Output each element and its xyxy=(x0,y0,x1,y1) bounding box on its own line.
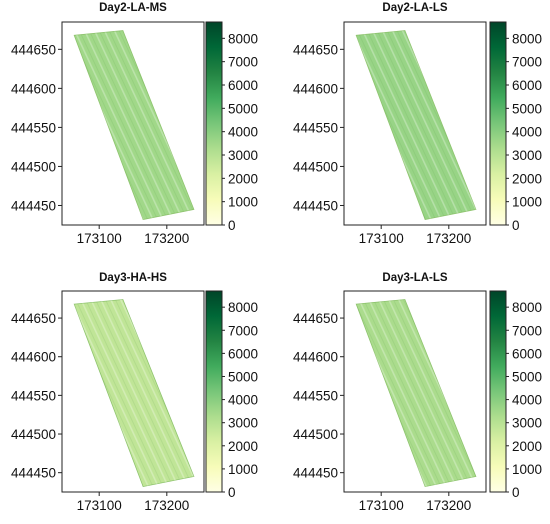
y-tick-label: 444500 xyxy=(293,159,338,174)
y-tick-label: 444550 xyxy=(11,120,56,135)
colorbar-tick-label: 4000 xyxy=(512,125,542,140)
y-tick-label: 444450 xyxy=(11,466,56,481)
colorbar-tick-label: 0 xyxy=(228,485,236,500)
x-tick-label: 173100 xyxy=(359,231,404,246)
colorbar-tick-label: 7000 xyxy=(512,323,542,338)
x-tick-label: 173100 xyxy=(77,231,122,246)
colorbar-tick-label: 3000 xyxy=(228,148,258,163)
colorbar-tick-label: 1000 xyxy=(228,195,258,210)
colorbar-tick-label: 3000 xyxy=(512,416,542,431)
y-tick-label: 444650 xyxy=(11,42,56,57)
colorbar-tick-label: 0 xyxy=(512,485,520,500)
y-tick-label: 444650 xyxy=(293,42,338,57)
colorbar-tick-label: 2000 xyxy=(512,439,542,454)
colorbar-tick-label: 3000 xyxy=(228,416,258,431)
x-tick-label: 173200 xyxy=(144,231,189,246)
x-tick-label: 173200 xyxy=(426,231,471,246)
field-texture xyxy=(74,30,194,220)
colorbar-tick-label: 2000 xyxy=(228,171,258,186)
colorbar-tick-label: 6000 xyxy=(228,78,258,93)
colorbar xyxy=(489,21,507,226)
colorbar-tick-label: 8000 xyxy=(512,31,542,46)
colorbar-tick-label: 0 xyxy=(228,218,236,233)
y-tick-label: 444600 xyxy=(11,350,56,365)
map-panel: Day3-HA-HS 444650 444600 444550 444500 444450… xyxy=(11,272,258,513)
field-texture xyxy=(74,299,194,487)
y-tick-label: 444600 xyxy=(293,350,338,365)
colorbar-tick-label: 6000 xyxy=(512,78,542,93)
y-tick-label: 444550 xyxy=(11,388,56,403)
colorbar-tick-label: 8000 xyxy=(228,31,258,46)
x-tick-label: 173200 xyxy=(144,498,189,513)
colorbar-tick-label: 7000 xyxy=(512,55,542,70)
field-texture xyxy=(356,299,476,487)
colorbar-tick-label: 8000 xyxy=(228,300,258,315)
colorbar-tick-label: 3000 xyxy=(512,148,542,163)
y-tick-label: 444600 xyxy=(11,81,56,96)
colorbar-tick-label: 5000 xyxy=(228,101,258,116)
colorbar-tick-label: 5000 xyxy=(228,369,258,384)
field-texture xyxy=(356,30,476,220)
colorbar-tick-label: 5000 xyxy=(512,101,542,116)
x-tick-label: 173100 xyxy=(359,498,404,513)
colorbar xyxy=(205,290,223,493)
colorbar-tick-label: 7000 xyxy=(228,323,258,338)
panel-title: Day2-LA-LS xyxy=(382,2,448,14)
colorbar-tick-label: 2000 xyxy=(228,439,258,454)
colorbar-tick-label: 4000 xyxy=(228,125,258,140)
y-tick-label: 444650 xyxy=(293,311,338,326)
colorbar-tick-label: 8000 xyxy=(512,300,542,315)
colorbar xyxy=(205,21,223,226)
panel-title: Day3-LA-LS xyxy=(382,272,448,284)
colorbar-tick-label: 7000 xyxy=(228,55,258,70)
x-tick-label: 173200 xyxy=(426,498,471,513)
colorbar-tick-label: 0 xyxy=(512,218,520,233)
colorbar-tick-label: 4000 xyxy=(512,393,542,408)
y-tick-label: 444500 xyxy=(11,159,56,174)
map-panel: Day2-LA-LS 444650 444600 444550 444500 444450… xyxy=(293,2,542,246)
y-tick-label: 444500 xyxy=(11,427,56,442)
y-tick-label: 444650 xyxy=(11,311,56,326)
map-panel: Day3-LA-LS 444650 444600 444550 444500 444450… xyxy=(293,272,542,513)
colorbar-tick-label: 1000 xyxy=(512,462,542,477)
colorbar-tick-label: 1000 xyxy=(512,195,542,210)
colorbar-tick-label: 6000 xyxy=(228,346,258,361)
colorbar-tick-label: 5000 xyxy=(512,369,542,384)
colorbar-tick-label: 6000 xyxy=(512,346,542,361)
panel-title: Day2-LA-MS xyxy=(99,2,167,14)
colorbar xyxy=(489,290,507,493)
colorbar-tick-label: 4000 xyxy=(228,393,258,408)
panel-title: Day3-HA-HS xyxy=(99,272,167,284)
colorbar-tick-label: 1000 xyxy=(228,462,258,477)
y-tick-label: 444550 xyxy=(293,120,338,135)
x-tick-label: 173100 xyxy=(77,498,122,513)
y-tick-label: 444450 xyxy=(11,198,56,213)
y-tick-label: 444500 xyxy=(293,427,338,442)
colorbar-tick-label: 2000 xyxy=(512,171,542,186)
y-tick-label: 444600 xyxy=(293,81,338,96)
y-tick-label: 444550 xyxy=(293,388,338,403)
y-tick-label: 444450 xyxy=(293,198,338,213)
y-tick-label: 444450 xyxy=(293,466,338,481)
map-panel: Day2-LA-MS 444650 444600 444550 444500 444450… xyxy=(11,2,258,246)
